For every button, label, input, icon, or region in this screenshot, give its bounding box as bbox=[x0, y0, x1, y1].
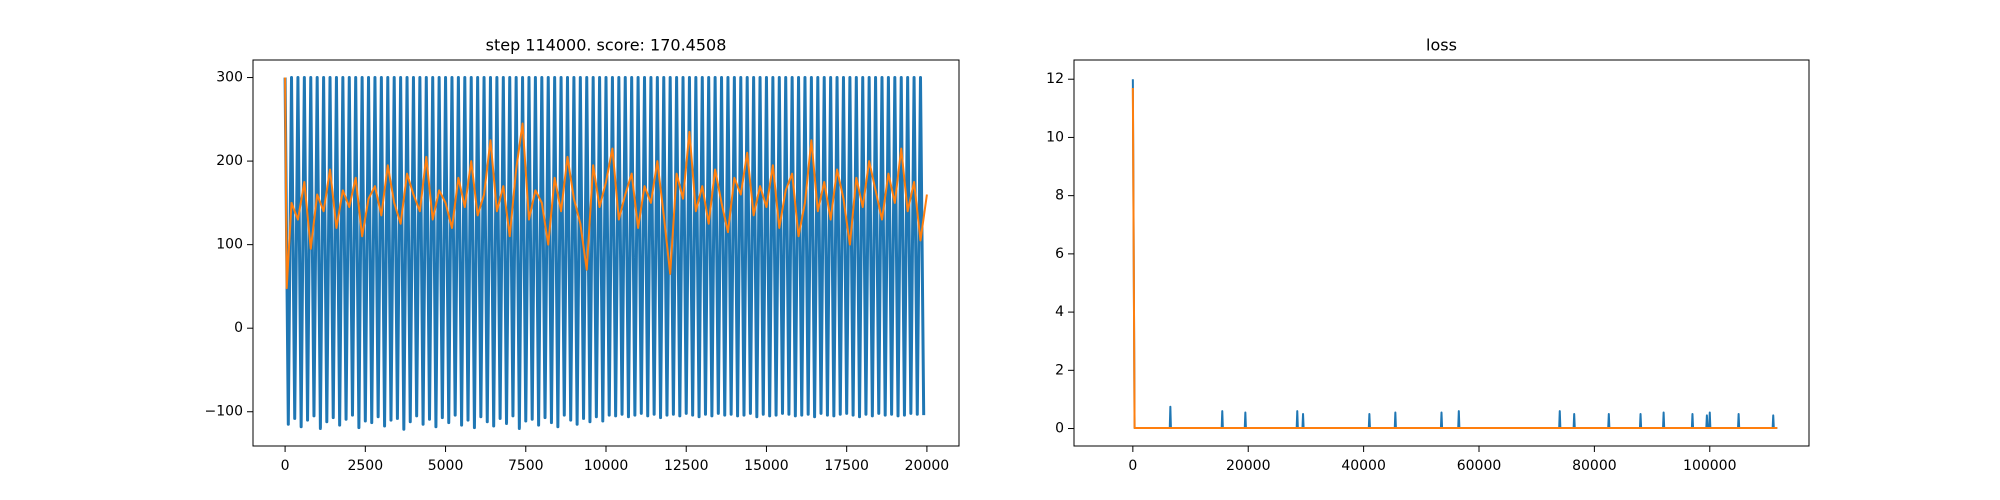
x-tick-label: 0 bbox=[281, 458, 290, 474]
axes-frame bbox=[1073, 59, 1810, 447]
series-line bbox=[284, 77, 928, 290]
y-tick-label: 4 bbox=[1055, 304, 1064, 320]
y-tick-label: 0 bbox=[234, 320, 243, 336]
x-tick-label: 7500 bbox=[508, 458, 544, 474]
series-line bbox=[1131, 87, 1778, 429]
x-tick-label: 17500 bbox=[824, 458, 869, 474]
x-tick-label: 10000 bbox=[584, 458, 629, 474]
x-tick-label: 15000 bbox=[744, 458, 789, 474]
x-tick-label: 12500 bbox=[664, 458, 709, 474]
x-tick-label: 5000 bbox=[428, 458, 464, 474]
x-tick-label: 2500 bbox=[347, 458, 383, 474]
chart-title: step 114000. score: 170.4508 bbox=[486, 36, 727, 55]
x-tick-label: 100000 bbox=[1683, 458, 1736, 474]
x-tick-label: 20000 bbox=[1226, 458, 1271, 474]
x-tick-label: 20000 bbox=[905, 458, 950, 474]
y-tick-label: 2 bbox=[1055, 362, 1064, 378]
x-tick-label: 40000 bbox=[1341, 458, 1386, 474]
y-tick-label: 0 bbox=[1055, 421, 1064, 437]
x-tick-label: 0 bbox=[1128, 458, 1137, 474]
y-tick-label: 300 bbox=[216, 70, 243, 86]
series-line bbox=[283, 76, 926, 431]
y-tick-label: −100 bbox=[205, 404, 243, 420]
chart-title: loss bbox=[1426, 36, 1457, 55]
y-tick-label: 10 bbox=[1046, 129, 1064, 145]
y-tick-label: 6 bbox=[1055, 246, 1064, 262]
y-tick-label: 200 bbox=[216, 153, 243, 169]
x-tick-label: 60000 bbox=[1457, 458, 1502, 474]
y-tick-label: 12 bbox=[1046, 71, 1064, 87]
x-tick-label: 80000 bbox=[1572, 458, 1617, 474]
y-tick-label: 8 bbox=[1055, 188, 1064, 204]
y-tick-label: 100 bbox=[216, 237, 243, 253]
